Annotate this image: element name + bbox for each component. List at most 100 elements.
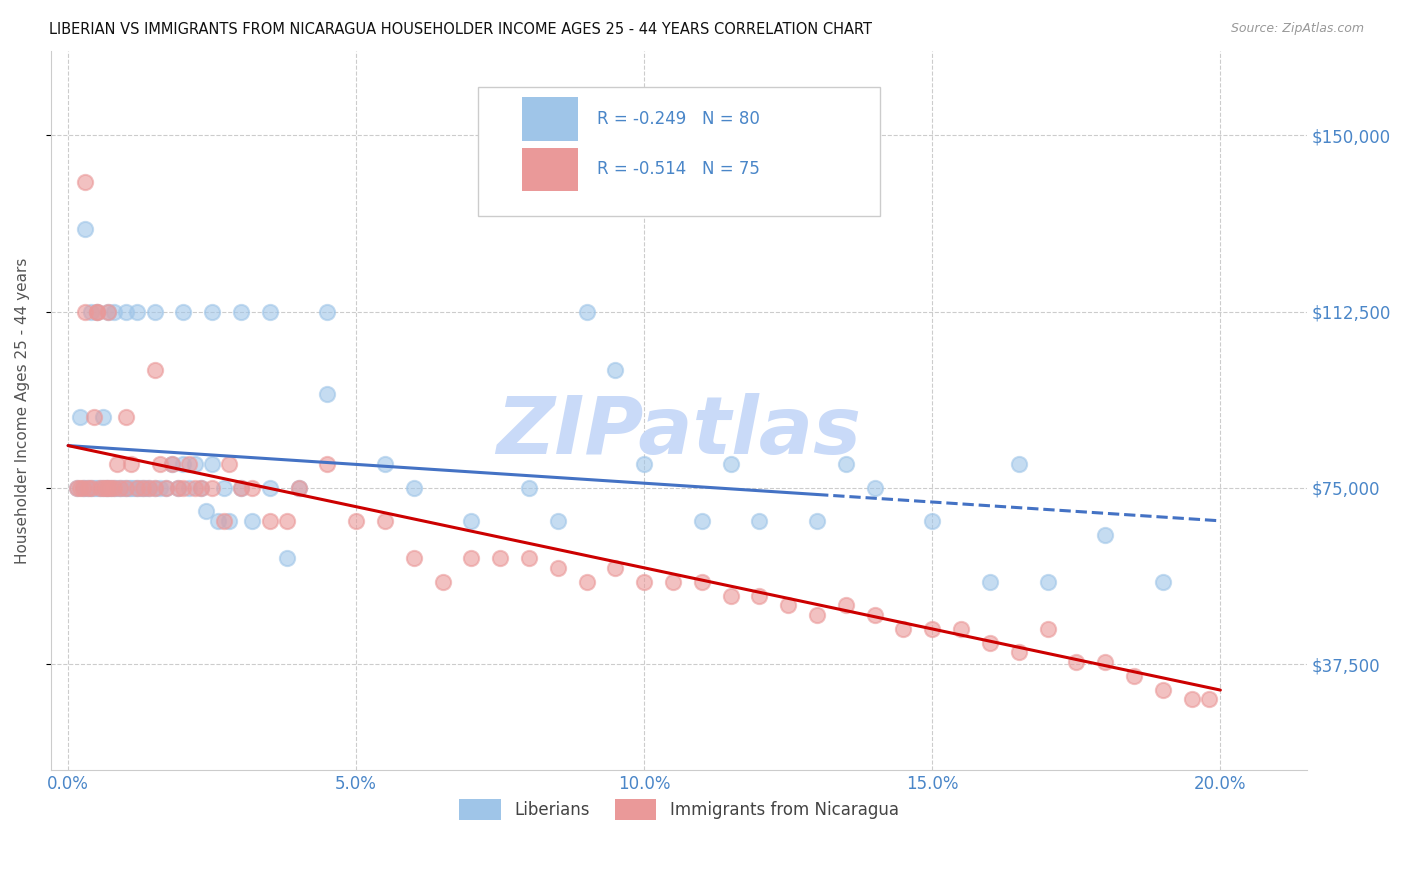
Point <box>114 304 136 318</box>
Point <box>166 481 188 495</box>
Point <box>160 458 183 472</box>
Point <box>1094 528 1116 542</box>
Point <box>86 304 108 318</box>
Point <box>517 481 540 495</box>
Point <box>921 622 943 636</box>
Point <box>103 481 125 495</box>
Point <box>835 599 858 613</box>
Point <box>69 481 91 495</box>
Legend: Liberians, Immigrants from Nicaragua: Liberians, Immigrants from Nicaragua <box>453 793 905 826</box>
Point <box>1122 669 1144 683</box>
Point <box>138 481 160 495</box>
Point <box>135 481 157 495</box>
Point <box>1036 574 1059 589</box>
Point <box>103 481 125 495</box>
Point <box>344 514 367 528</box>
Point <box>114 481 136 495</box>
Point <box>287 481 309 495</box>
Point <box>177 458 200 472</box>
Point <box>138 481 160 495</box>
Point <box>86 481 108 495</box>
Point <box>94 481 117 495</box>
Point <box>172 458 194 472</box>
Point <box>149 481 172 495</box>
FancyBboxPatch shape <box>478 87 880 216</box>
Point <box>893 622 915 636</box>
Point <box>316 458 339 472</box>
Point <box>91 410 114 425</box>
Point <box>212 481 235 495</box>
Point <box>75 222 97 236</box>
Point <box>547 561 569 575</box>
Point <box>77 481 100 495</box>
Point <box>806 514 828 528</box>
Point <box>149 458 172 472</box>
Point <box>633 458 655 472</box>
Point <box>633 574 655 589</box>
Point <box>921 514 943 528</box>
Point <box>86 304 108 318</box>
Point <box>1008 645 1031 659</box>
Point <box>143 481 166 495</box>
Point <box>287 481 309 495</box>
Point <box>201 458 224 472</box>
Point <box>80 481 103 495</box>
Point <box>105 481 128 495</box>
Point <box>605 363 627 377</box>
Point <box>374 458 396 472</box>
Point <box>143 304 166 318</box>
Point <box>83 481 105 495</box>
Text: R = -0.249   N = 80: R = -0.249 N = 80 <box>598 110 761 128</box>
Point <box>69 410 91 425</box>
Point <box>806 607 828 622</box>
Point <box>1036 622 1059 636</box>
Point <box>1198 692 1220 706</box>
Point <box>979 574 1001 589</box>
Point <box>66 481 89 495</box>
Point <box>143 481 166 495</box>
Point <box>662 574 685 589</box>
Point <box>690 574 713 589</box>
Point <box>242 481 264 495</box>
Point <box>1180 692 1202 706</box>
Point <box>83 410 105 425</box>
Point <box>402 551 425 566</box>
Point <box>316 387 339 401</box>
Point <box>835 458 858 472</box>
Point <box>75 481 97 495</box>
Point <box>242 514 264 528</box>
Text: R = -0.514   N = 75: R = -0.514 N = 75 <box>598 161 761 178</box>
Point <box>80 304 103 318</box>
Point <box>1094 655 1116 669</box>
Point <box>432 574 454 589</box>
Point <box>143 363 166 377</box>
Point <box>121 458 143 472</box>
Point <box>748 514 770 528</box>
Point <box>184 458 207 472</box>
Point <box>86 304 108 318</box>
Point <box>460 514 482 528</box>
Point <box>190 481 212 495</box>
Point <box>605 561 627 575</box>
Point <box>201 481 224 495</box>
Point <box>863 607 886 622</box>
Point <box>1152 683 1174 698</box>
Point <box>97 481 120 495</box>
Point <box>979 636 1001 650</box>
Point <box>748 589 770 603</box>
Point <box>229 481 252 495</box>
Point <box>720 458 742 472</box>
Point <box>218 514 240 528</box>
Point <box>108 481 131 495</box>
Point <box>111 481 134 495</box>
Point <box>124 481 146 495</box>
Point <box>575 574 598 589</box>
Point <box>950 622 973 636</box>
Point <box>575 304 598 318</box>
Text: Source: ZipAtlas.com: Source: ZipAtlas.com <box>1230 22 1364 36</box>
Point <box>172 481 194 495</box>
Bar <box>522 97 578 141</box>
Point <box>117 481 139 495</box>
Point <box>75 304 97 318</box>
Point <box>402 481 425 495</box>
